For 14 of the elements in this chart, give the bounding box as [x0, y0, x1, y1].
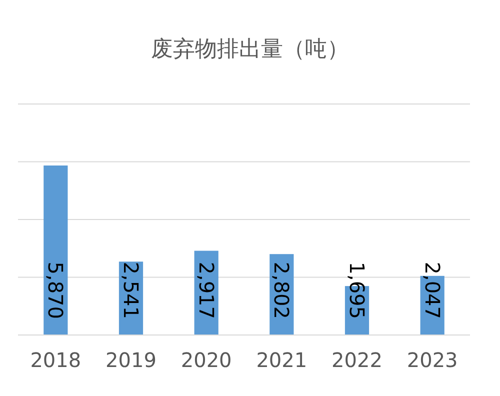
x-tick-label: 2022 [332, 348, 382, 372]
x-tick-label: 2021 [256, 348, 308, 372]
x-tick-label: 2023 [406, 348, 458, 372]
bar [44, 166, 68, 335]
data-label: 2,917 [194, 262, 218, 319]
chart-title: 废弃物排出量（吨） [151, 37, 349, 62]
data-label: 2,541 [119, 262, 143, 319]
data-label: 2,047 [420, 262, 444, 319]
data-label: 5,870 [44, 262, 68, 319]
x-tick-label: 2019 [106, 348, 156, 372]
x-tick-label: 2018 [30, 348, 82, 372]
data-label: 1,695 [345, 262, 369, 319]
x-tick-label: 2020 [180, 348, 232, 372]
data-label: 2,802 [270, 262, 294, 319]
